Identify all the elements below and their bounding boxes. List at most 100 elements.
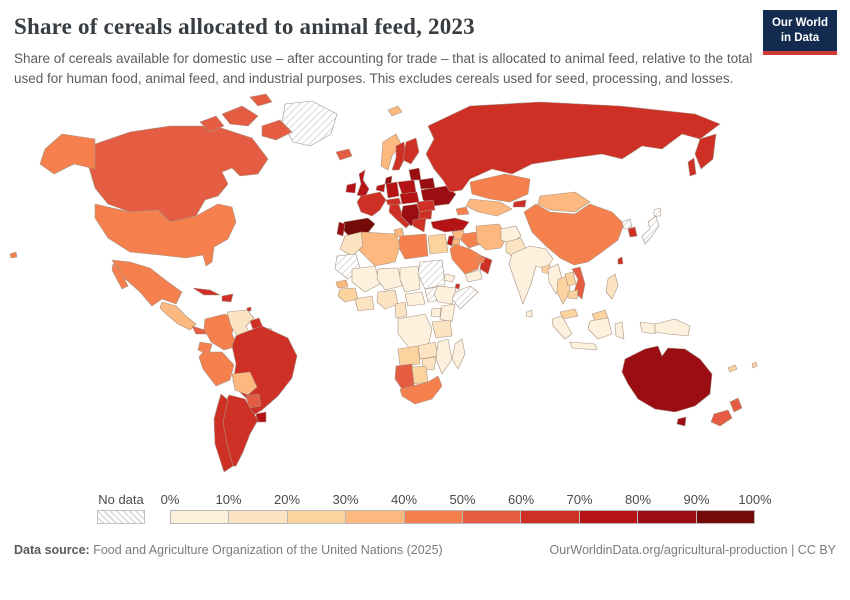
country-iceland[interactable]: [335, 148, 353, 161]
country-france[interactable]: [356, 191, 387, 217]
country-norway[interactable]: [380, 133, 402, 171]
country-russia[interactable]: [694, 133, 717, 170]
country-canada[interactable]: [87, 125, 269, 223]
country-portugal[interactable]: [336, 221, 346, 237]
country-niger[interactable]: [376, 267, 403, 291]
legend-bin-5[interactable]: [463, 511, 522, 524]
country-finland[interactable]: [402, 137, 420, 165]
country-chile[interactable]: [213, 393, 234, 473]
country-china[interactable]: [523, 203, 625, 266]
country-chad[interactable]: [399, 265, 421, 293]
country-indonesia[interactable]: [551, 315, 573, 340]
country-south-korea[interactable]: [627, 226, 638, 238]
country-somalia[interactable]: [451, 285, 479, 310]
country-indonesia[interactable]: [587, 317, 613, 340]
country-sudan[interactable]: [417, 259, 446, 290]
country-romania[interactable]: [416, 199, 436, 213]
country-russia[interactable]: [687, 157, 697, 177]
country-indonesia[interactable]: [569, 341, 598, 351]
country-morocco[interactable]: [339, 231, 364, 257]
country-svalbard[interactable]: [387, 105, 403, 117]
country-angola[interactable]: [397, 345, 421, 367]
country-sri-lanka[interactable]: [525, 309, 533, 318]
country-greece[interactable]: [412, 217, 427, 233]
country-india[interactable]: [508, 245, 554, 305]
country-united-states[interactable]: [9, 251, 18, 259]
country-mozambique[interactable]: [435, 338, 453, 375]
country-north-korea[interactable]: [621, 218, 633, 230]
country-cameroon[interactable]: [394, 301, 408, 319]
country-mali[interactable]: [351, 265, 381, 293]
country-belgium[interactable]: [375, 183, 386, 193]
country-indonesia[interactable]: [639, 321, 656, 335]
country-namibia[interactable]: [394, 363, 415, 390]
legend-bin-7[interactable]: [579, 511, 639, 524]
country-laos[interactable]: [564, 271, 577, 287]
owid-logo[interactable]: Our World in Data: [762, 10, 837, 55]
country-madagascar[interactable]: [451, 338, 466, 370]
country-canada[interactable]: [249, 93, 273, 107]
country-canada[interactable]: [261, 119, 293, 141]
country-belarus[interactable]: [418, 177, 436, 190]
country-united-states[interactable]: [39, 133, 96, 175]
legend-no-data-swatch[interactable]: [97, 510, 145, 525]
country-ghana[interactable]: [354, 295, 375, 312]
country-central-african-republic[interactable]: [404, 291, 426, 307]
country-bulgaria[interactable]: [418, 209, 433, 220]
country-azerbaijan[interactable]: [455, 206, 470, 216]
legend-bin-1[interactable]: [229, 511, 288, 524]
country-kenya[interactable]: [439, 303, 456, 323]
country-united-arab-emirates[interactable]: [475, 256, 486, 264]
country-greenland[interactable]: [281, 100, 338, 147]
country-mexico[interactable]: [111, 259, 183, 307]
country-mexico[interactable]: [111, 263, 129, 290]
country-kyrgyzstan[interactable]: [512, 199, 527, 208]
country-new-zealand[interactable]: [710, 409, 733, 427]
country-hungary[interactable]: [399, 191, 420, 205]
country-cuba[interactable]: [192, 287, 221, 296]
country-dominican-republic[interactable]: [221, 293, 234, 303]
country-indonesia[interactable]: [614, 321, 625, 340]
country-venezuela[interactable]: [226, 309, 255, 338]
country-australia[interactable]: [621, 345, 713, 413]
legend-bin-3[interactable]: [346, 511, 405, 524]
legend-bin-8[interactable]: [638, 511, 697, 524]
country-iran[interactable]: [475, 223, 508, 251]
country-mongolia[interactable]: [537, 191, 591, 213]
country-iraq[interactable]: [460, 231, 482, 249]
country-cambodia[interactable]: [567, 289, 579, 300]
country-australia[interactable]: [676, 416, 687, 427]
country-turkey[interactable]: [430, 217, 470, 233]
legend-bin-0[interactable]: [171, 511, 230, 524]
country-tanzania[interactable]: [431, 319, 453, 339]
country-bolivia[interactable]: [231, 371, 258, 396]
country-united-states[interactable]: [94, 203, 237, 267]
country-kazakhstan[interactable]: [469, 173, 531, 203]
country-djibouti[interactable]: [454, 283, 461, 290]
country-canada[interactable]: [221, 105, 259, 127]
country-guinea[interactable]: [337, 287, 359, 303]
country-uganda[interactable]: [430, 307, 442, 318]
country-poland[interactable]: [397, 179, 417, 195]
legend-bin-2[interactable]: [287, 511, 347, 524]
country-fiji[interactable]: [751, 361, 758, 369]
country-taiwan[interactable]: [617, 256, 624, 265]
country-austria[interactable]: [385, 197, 402, 206]
country-lithuania[interactable]: [408, 167, 422, 181]
country-russia[interactable]: [425, 101, 721, 193]
country-new-caledonia[interactable]: [727, 364, 738, 373]
country-germany[interactable]: [385, 181, 400, 199]
country-saudi-arabia[interactable]: [449, 243, 483, 275]
legend-bin-4[interactable]: [404, 511, 464, 524]
legend-bin-9[interactable]: [696, 511, 755, 524]
country-guatemala[interactable]: [159, 301, 197, 331]
country-yemen[interactable]: [464, 269, 483, 283]
country-ethiopia[interactable]: [433, 285, 457, 305]
country-peru[interactable]: [198, 351, 235, 387]
legend-bin-6[interactable]: [521, 511, 580, 524]
country-south-africa[interactable]: [399, 375, 443, 405]
country-algeria[interactable]: [355, 231, 401, 267]
country-tunisia[interactable]: [393, 227, 405, 238]
country-new-zealand[interactable]: [729, 397, 743, 413]
country-philippines[interactable]: [605, 273, 619, 300]
